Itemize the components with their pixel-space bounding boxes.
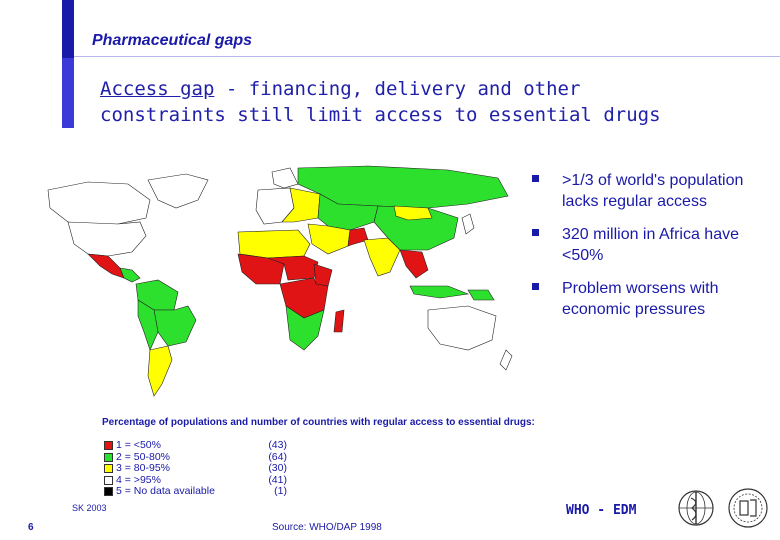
- legend-row: 2 = 50-80%: [104, 450, 215, 464]
- bullet-list: >1/3 of world's population lacks regular…: [528, 170, 768, 332]
- map-indonesia: [409, 285, 470, 299]
- map-afghanistan: [347, 227, 369, 247]
- bullet-text: 320 million in Africa have <50%: [562, 226, 739, 264]
- map-australia: [427, 305, 497, 351]
- map-japan: [461, 213, 475, 235]
- bullet-item: 320 million in Africa have <50%: [528, 224, 768, 266]
- legend-swatch: [104, 452, 113, 462]
- bullet-item: >1/3 of world's population lacks regular…: [528, 170, 768, 212]
- page-number: 6: [28, 522, 34, 533]
- map-china: [373, 205, 459, 251]
- header-divider: [74, 56, 780, 59]
- bullet-marker: [532, 229, 539, 236]
- map-southeast-asia: [399, 249, 429, 279]
- bullet-item: Problem worsens with economic pressures: [528, 278, 768, 320]
- legend-count: (41): [268, 473, 287, 486]
- world-access-map: [47, 165, 513, 397]
- bullet-marker: [532, 283, 539, 290]
- slide-title: Access gap - financing, delivery and oth…: [100, 76, 661, 128]
- who-emblem-icon: [678, 490, 714, 526]
- map-canada: [47, 181, 151, 231]
- title-line1-rest: - financing, delivery and other: [214, 78, 581, 100]
- legend-label: 2 = 50-80%: [116, 450, 170, 463]
- map-legend: 1 = <50% 2 = 50-80% 3 = 80-95% 4 = >95% …: [104, 439, 215, 498]
- legend-swatch: [104, 475, 113, 485]
- map-mexico: [87, 253, 125, 279]
- map-central-america: [119, 267, 141, 283]
- bullet-text: >1/3 of world's population lacks regular…: [562, 172, 744, 210]
- source-note: Source: WHO/DAP 1998: [272, 522, 382, 533]
- legend-swatch: [104, 441, 113, 451]
- legend-swatch: [104, 487, 113, 497]
- legend-label: 5 = No data available: [116, 485, 215, 497]
- map-russia: [297, 165, 509, 209]
- legend-count: (30): [268, 462, 287, 474]
- legend-row: 5 = No data available: [104, 485, 215, 498]
- map-south-cone: [147, 345, 173, 397]
- edm-emblem-icon: [728, 488, 768, 528]
- legend-row: 3 = 80-95%: [104, 462, 215, 475]
- map-north-africa: [237, 229, 311, 259]
- map-central-asia: [317, 193, 379, 231]
- map-southern-africa: [285, 305, 325, 351]
- left-accent-bar-top: [62, 0, 74, 58]
- legend-row: 1 = <50%: [104, 439, 215, 452]
- bullet-text: Problem worsens with economic pressures: [562, 280, 719, 318]
- map-usa: [67, 221, 147, 257]
- map-madagascar: [333, 309, 345, 333]
- legend-label: 3 = 80-95%: [116, 462, 170, 474]
- legend-label: 4 = >95%: [116, 473, 161, 486]
- map-scandinavia: [271, 167, 299, 189]
- legend-swatch: [104, 464, 113, 474]
- legend-label: 1 = <50%: [116, 439, 161, 451]
- who-edm-label: WHO - EDM: [566, 503, 637, 518]
- map-mongolia: [393, 205, 433, 221]
- map-papua: [467, 289, 495, 301]
- map-brazil: [153, 305, 197, 347]
- legend-row: 4 = >95%: [104, 473, 215, 487]
- map-greenland: [147, 173, 209, 209]
- title-line2: constraints still limit access to essent…: [100, 104, 661, 126]
- bullet-marker: [532, 175, 539, 182]
- legend-count: (43): [268, 439, 287, 451]
- legend-count: (1): [274, 485, 287, 497]
- legend-counts: (43) (64) (30) (41) (1): [255, 439, 287, 498]
- title-underlined: Access gap: [100, 78, 215, 100]
- author-stamp: SK 2003: [72, 503, 107, 513]
- slide-kicker: Pharmaceutical gaps: [92, 32, 253, 49]
- map-caption: Percentage of populations and number of …: [102, 417, 535, 428]
- map-new-zealand: [499, 349, 513, 371]
- map-horn-of-africa: [313, 263, 333, 287]
- legend-count: (64): [268, 450, 287, 463]
